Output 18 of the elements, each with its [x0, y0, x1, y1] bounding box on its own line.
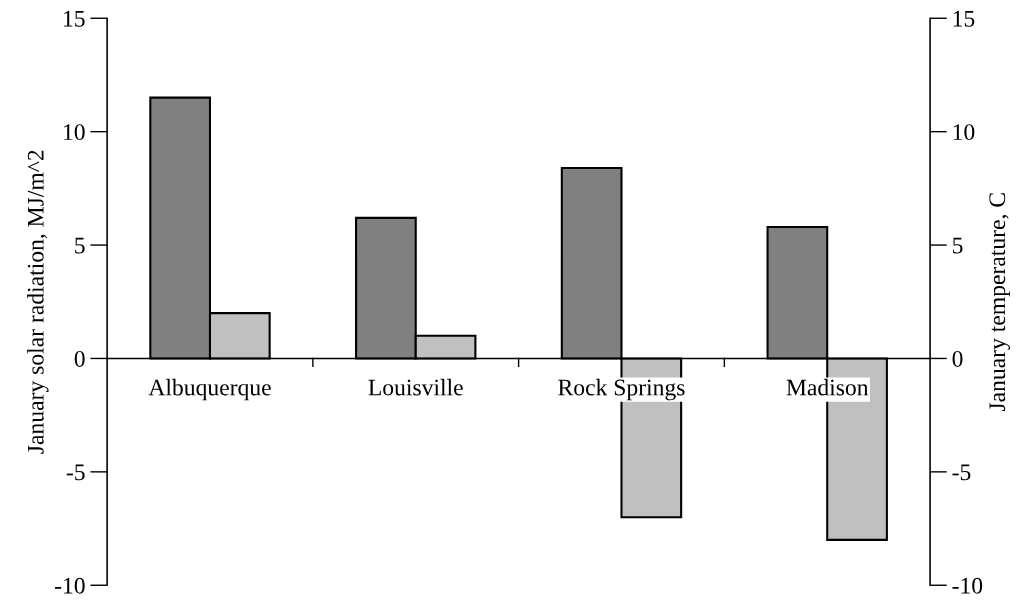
y2-tick-label: -5 — [952, 464, 971, 481]
x-tick-label: Rock Springs — [558, 378, 685, 401]
y2-tick-label: -10 — [952, 577, 983, 594]
x-tick-label: Louisville — [368, 378, 463, 396]
y-tick-label: 5 — [75, 237, 85, 254]
y-axis-title: January solar radiation, MJ/m^2 — [27, 150, 49, 454]
y-tick-label: 10 — [64, 124, 85, 141]
x-tick-label: Madison — [786, 378, 869, 396]
y2-tick-label: 10 — [953, 124, 975, 141]
y-tick-label: -5 — [66, 464, 85, 481]
y-tick-label: 0 — [74, 350, 85, 367]
x-tick-label: Albuquerque — [148, 378, 271, 401]
y-tick-label: 15 — [64, 10, 85, 27]
y-tick-label: -10 — [55, 577, 85, 594]
y2-tick-label: 0 — [952, 350, 963, 367]
y2-axis-title: January temperature, C — [989, 193, 1011, 412]
y2-tick-label: 5 — [952, 237, 963, 254]
y2-tick-label: 15 — [953, 10, 975, 27]
